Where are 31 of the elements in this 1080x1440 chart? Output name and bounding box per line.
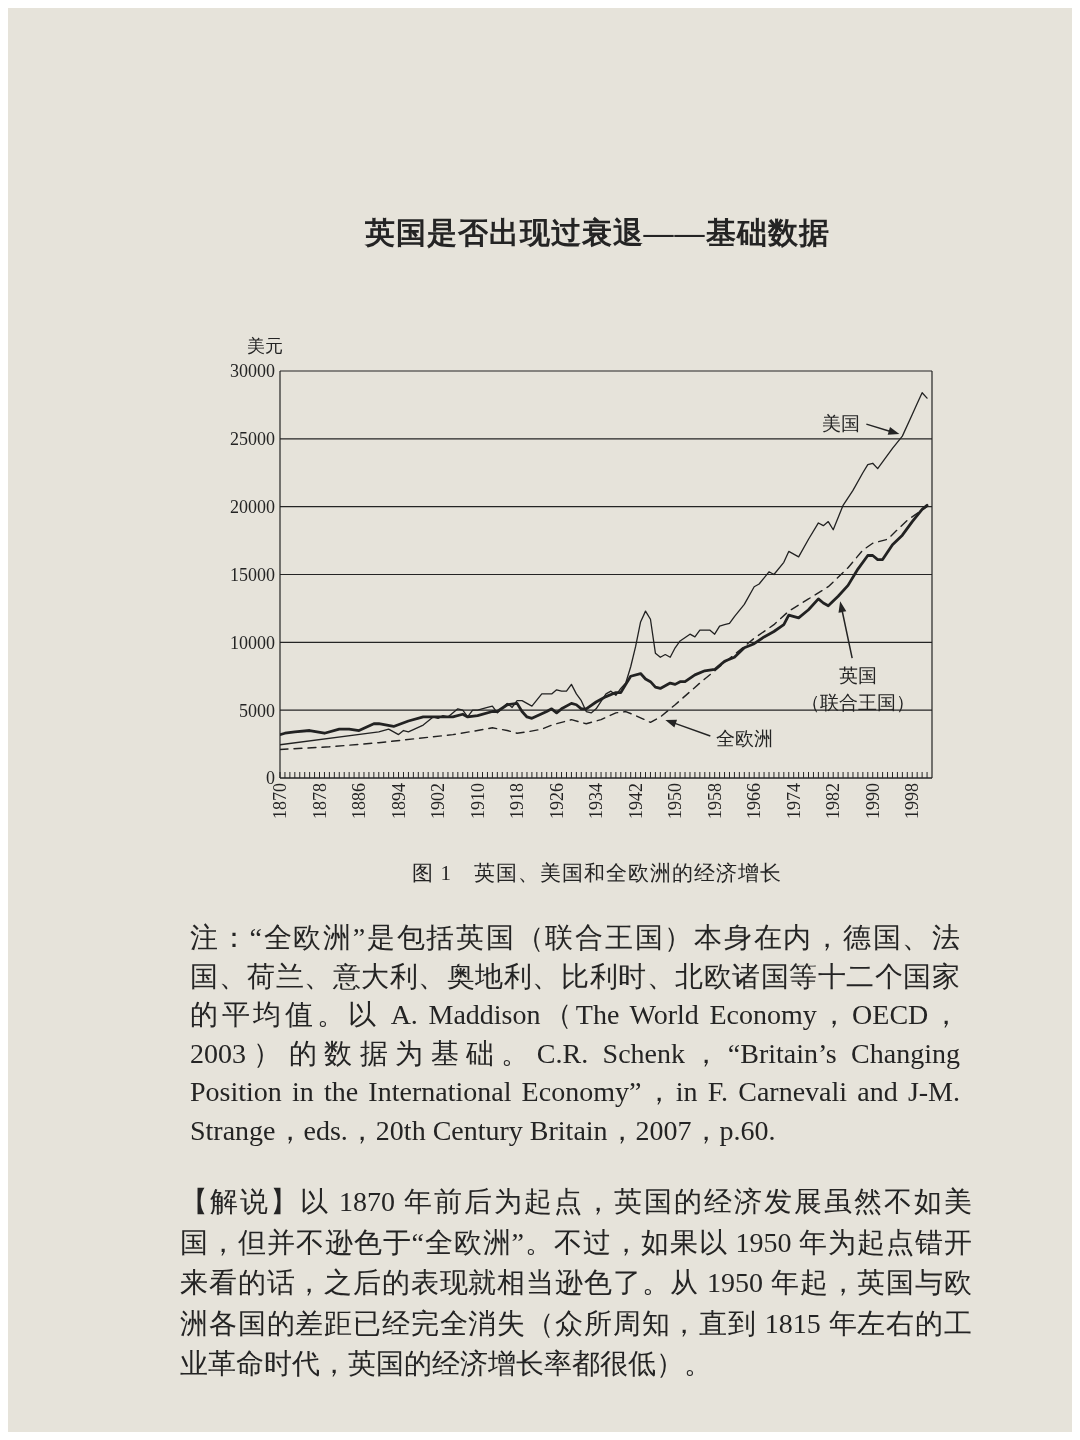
x-tick-label: 1910 <box>467 783 488 819</box>
y-tick-label: 5000 <box>239 700 275 721</box>
x-tick-label: 1958 <box>704 783 725 819</box>
text: 【解说】以 1870 年前后为起点，英国的经济发展虽然不如美国，但并不逊色于“全欧洲”。不过，如果以 1950 年为起点错开来看的话，之后的表现就相当逊色了。从 1950 年起，英国与欧洲各国的差距已经完全消失（众所周知，直到 1815 年左右的工业革命时代，英国的经济增长率都很低）。 <box>180 1185 972 1381</box>
text: 注：“全欧洲”是包括英国（联合王国）本身在内，德国、法国、荷兰、意大利、奥地利、比利时、北欧诸国等十二个国家的平均值。以 A. Maddison（The World Economy，OECD，2003）的数据为基础。C.R. Schenk，“Britain’s Changing Position in the International Economy”，in F. Carnevali and J-M. Strange，eds.，20th Century Britain，2007，p.60. <box>190 921 960 1148</box>
y-tick-label: 25000 <box>230 429 275 450</box>
legend-label: 全欧洲 <box>716 727 774 749</box>
y-tick-label: 10000 <box>230 632 275 653</box>
y-tick-label: 20000 <box>230 497 275 518</box>
x-tick-label: 1998 <box>902 783 923 819</box>
x-tick-label: 1934 <box>586 783 607 819</box>
caption: 图 1 英国、美国和全欧洲的经济增长 <box>411 860 783 887</box>
x-tick-label: 1902 <box>428 783 449 819</box>
x-tick-label: 1918 <box>507 783 528 819</box>
text: 英国（联合王国） <box>801 665 916 714</box>
x-tick-label: 1894 <box>388 783 409 819</box>
x-tick-label: 1966 <box>744 783 765 819</box>
x-tick-label: 1942 <box>625 783 646 819</box>
x-tick-label: 1870 <box>270 783 290 819</box>
x-tick-label: 1974 <box>783 783 804 819</box>
x-tick-label: 1950 <box>665 783 686 819</box>
x-tick-label: 1886 <box>349 783 370 819</box>
x-tick-label: 1990 <box>862 783 883 819</box>
chart-title: 英国是否出现过衰退——基础数据 <box>363 215 831 251</box>
series-label: 美国 <box>822 413 861 435</box>
x-tick-label: 1982 <box>823 783 844 819</box>
y-tick-label: 30000 <box>230 361 275 382</box>
x-tick-label: 1878 <box>309 783 330 819</box>
y-axis-title: 美元 <box>246 335 284 357</box>
x-tick-label: 1926 <box>546 783 567 819</box>
y-tick-label: 15000 <box>230 564 275 585</box>
